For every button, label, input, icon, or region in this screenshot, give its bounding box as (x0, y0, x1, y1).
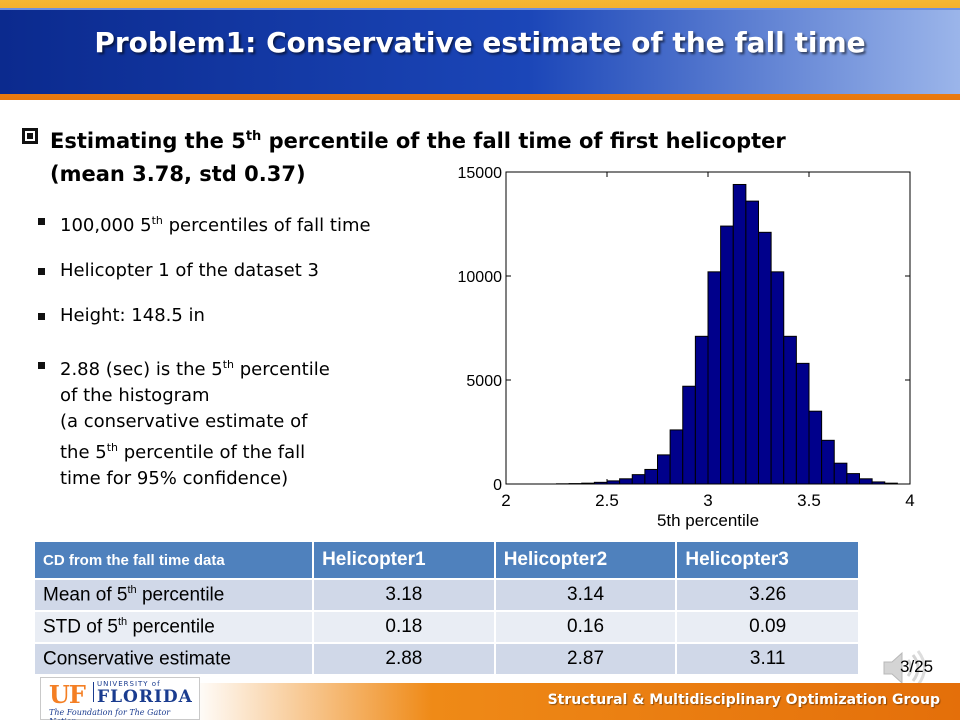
cd-table: CD from the fall time data Helicopter1 H… (32, 540, 860, 676)
histogram-bar (783, 335, 797, 485)
x-tick-label: 2 (501, 491, 510, 510)
x-axis-label: 5th percentile (657, 511, 759, 530)
histogram-bar (770, 271, 785, 485)
x-tick-label: 3.5 (797, 491, 821, 510)
checkbox-square-icon (22, 128, 38, 144)
histogram-bar (732, 183, 747, 485)
main-bullet-text-b: percentile of the fall time of first hel… (261, 129, 786, 153)
main-bullet-sup: th (245, 129, 262, 144)
uf-logo: UF UNIVERSITY of FLORIDA The Foundation … (40, 677, 200, 720)
histogram-bar (846, 473, 860, 485)
histogram-bar (720, 225, 734, 485)
sub-bullet-4-line4b: percentile of the fall (118, 442, 306, 463)
table-cell: 0.09 (675, 610, 860, 644)
row-label-a: Conservative estimate (43, 648, 231, 670)
sub-bullet-4-line3: (a conservative estimate of (60, 411, 308, 432)
logo-divider (93, 682, 94, 702)
small-square-icon (38, 218, 45, 225)
table-row: Conservative estimate 2.88 2.87 3.11 (32, 642, 860, 676)
sub-bullet-1-b: percentiles of fall time (162, 215, 371, 236)
sub-bullet-1-a: 100,000 5 (60, 215, 152, 236)
histogram-bar (859, 478, 873, 485)
main-bullet-text: Estimating the 5th percentile of the fal… (50, 120, 930, 191)
table-cell: 3.18 (312, 578, 496, 612)
row-label-sup: th (117, 615, 128, 628)
table-cell: 3.26 (675, 578, 860, 612)
y-tick-label: 15000 (458, 165, 503, 182)
sub-bullet-4-a: 2.88 (sec) is the 5 (60, 359, 223, 380)
logo-uf-text: UF (49, 680, 86, 709)
sub-bullet-4-b: percentile (234, 359, 330, 380)
speaker-icon[interactable] (880, 648, 930, 688)
main-bullet-line2: (mean 3.78, std 0.37) (50, 162, 306, 186)
table-cell: 2.88 (312, 642, 496, 676)
logo-florida: FLORIDA (97, 687, 193, 707)
table-header-cell: Helicopter2 (493, 540, 678, 580)
table-header-row: CD from the fall time data Helicopter1 H… (32, 540, 860, 580)
small-square-icon (38, 313, 45, 320)
small-square-icon (38, 268, 45, 275)
histogram-bar (795, 362, 810, 485)
x-tick-label: 4 (905, 491, 914, 510)
footer-text: Structural & Multidisciplinary Optimizat… (547, 692, 940, 708)
histogram-bar (619, 478, 633, 485)
table-header-cell: CD from the fall time data (32, 540, 315, 580)
histogram-bar (657, 454, 671, 485)
title-bar (0, 8, 960, 94)
histogram-bar (808, 410, 823, 485)
logo-tagline: The Foundation for The Gator Nation (49, 708, 171, 720)
table-cell: 0.16 (493, 610, 678, 644)
main-bullet-text-a: Estimating the 5 (50, 129, 246, 153)
histogram-bar (833, 462, 848, 485)
small-square-icon (38, 362, 45, 369)
histogram-bar (694, 335, 709, 485)
histogram-bar (669, 429, 684, 485)
y-tick-label: 5000 (466, 373, 502, 390)
histogram-bar (821, 439, 835, 485)
row-label-b: percentile (127, 616, 215, 638)
table-row-label: STD of 5th percentile (32, 610, 315, 644)
table-row: STD of 5th percentile 0.18 0.16 0.09 (32, 610, 860, 644)
row-label-sup: th (127, 583, 137, 596)
table-header-cell: Helicopter3 (675, 540, 860, 580)
x-tick-label: 3 (703, 491, 712, 510)
histogram-bar (758, 231, 772, 485)
histogram-bar (631, 474, 646, 485)
page-number: 3/25 (900, 657, 934, 676)
logo-university-of: UNIVERSITY of (97, 680, 161, 688)
sub-bullet-1-sup: th (151, 214, 163, 227)
histogram-bar (707, 271, 722, 485)
table-row: Mean of 5th percentile 3.18 3.14 3.26 (32, 578, 860, 612)
x-tick-label: 2.5 (595, 491, 619, 510)
y-tick-label: 10000 (458, 269, 503, 286)
row-label-a: STD of 5 (43, 616, 118, 638)
histogram-bar (745, 200, 759, 485)
sub-bullet-4-line4sup: th (106, 441, 119, 454)
histogram-chart: 2 2.5 3 3.5 4 0 5000 10000 15000 5th percentile (458, 165, 915, 530)
y-tick-label: 0 (493, 477, 502, 494)
table-row-label: Conservative estimate (32, 642, 315, 676)
row-label-b: percentile (136, 584, 225, 606)
slide-title: Problem1: Conservative estimate of the f… (94, 26, 866, 59)
histogram-bar (644, 468, 658, 485)
table-header-cell: Helicopter1 (312, 540, 496, 580)
table-cell: 3.14 (493, 578, 678, 612)
table-row-label: Mean of 5th percentile (32, 578, 315, 612)
row-label-a: Mean of 5 (43, 584, 128, 606)
histogram-bar (682, 385, 696, 485)
table-cell: 2.87 (493, 642, 678, 676)
sub-bullet-2-text: Helicopter 1 of the dataset 3 (60, 260, 319, 281)
sub-bullet-4-sup: th (222, 358, 235, 371)
table-cell: 0.18 (312, 610, 496, 644)
sub-bullet-4-line2: of the histogram (60, 385, 210, 406)
sub-bullet-4-line4a: the 5 (60, 442, 107, 463)
table-cell: 3.11 (675, 642, 860, 676)
sub-bullet-4-line5: time for 95% confidence) (60, 468, 289, 489)
sub-bullet-3-text: Height: 148.5 in (60, 305, 205, 326)
